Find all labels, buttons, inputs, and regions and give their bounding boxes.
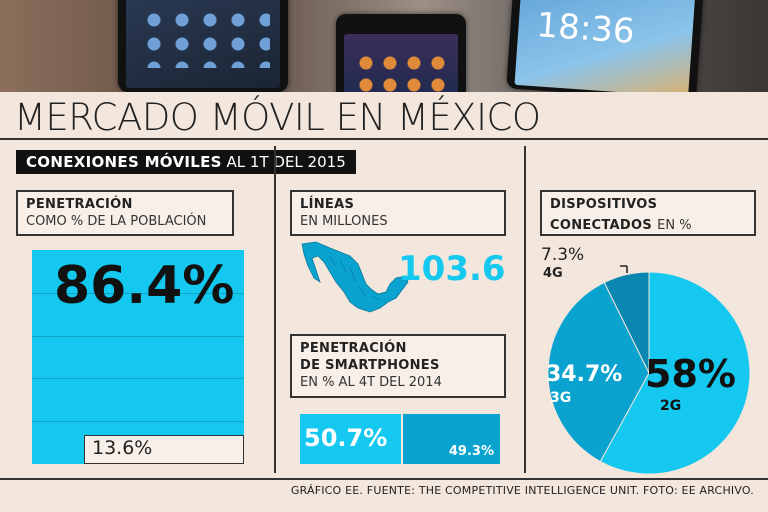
4g-value-label: 7.3% [541, 245, 585, 265]
smartphones-subtitle: EN % AL 4T DEL 2014 [300, 375, 442, 390]
footer-divider [0, 478, 768, 480]
lineas-subtitle: EN MILLONES [300, 214, 388, 229]
page-title: MERCADO MÓVIL EN MÉXICO [14, 96, 541, 139]
no-smartphone-bar [403, 414, 500, 464]
3g-category-label: 3G [550, 390, 572, 406]
dispositivos-heading-2: CONECTADOS [550, 218, 653, 233]
footer-credit: GRÁFICO EE. FUENTE: THE COMPETITIVE INTE… [290, 484, 754, 497]
no-smartphone-value-label: 49.3% [448, 444, 494, 459]
resto-value-label: 13.6% [92, 436, 153, 459]
smartphones-heading-1: PENETRACIÓN [300, 341, 407, 356]
smartphones-heading-2: DE SMARTPHONES [300, 358, 440, 373]
title-divider [0, 138, 768, 140]
grid-line [32, 336, 244, 337]
dispositivos-label-box: DISPOSITIVOS CONECTADOS EN % [540, 190, 756, 236]
3g-value-label: 34.7% [546, 362, 623, 387]
dispositivos-heading-row: CONECTADOS EN % [550, 214, 692, 233]
2g-slice [599, 271, 751, 475]
dispositivos-heading-rest: EN % [657, 218, 692, 233]
lineas-label-box: LÍNEAS EN MILLONES [290, 190, 506, 236]
grid-line [32, 378, 244, 379]
penetracion-label-box: PENETRACIÓN COMO % DE LA POBLACIÓN [16, 190, 234, 236]
dispositivos-pie-chart [547, 265, 751, 475]
penetracion-subtitle: COMO % DE LA POBLACIÓN [26, 214, 207, 229]
dispositivos-heading-1: DISPOSITIVOS [550, 197, 658, 212]
smartphone-bar [300, 414, 401, 464]
phone-photo [118, 0, 288, 92]
penetracion-heading: PENETRACIÓN [26, 197, 133, 212]
3g-slice [547, 281, 650, 463]
column-divider [524, 146, 526, 473]
resto-bar [84, 435, 244, 464]
penetracion-chart: 86.4% 13.6% [32, 250, 244, 464]
2g-value-label: 58% [645, 352, 736, 396]
grid-line [32, 421, 244, 422]
2g-category-label: 2G [660, 398, 682, 414]
section-subtitle: CONEXIONES MÓVILES AL 1T DEL 2015 [16, 150, 356, 174]
smartphone-value-label: 50.7% [304, 424, 388, 452]
subtitle-bold: CONEXIONES MÓVILES [26, 153, 222, 171]
mexico-map-icon [301, 241, 409, 313]
smartphones-label-box: PENETRACIÓN DE SMARTPHONES EN % AL 4T DE… [290, 334, 506, 398]
subtitle-rest: AL 1T DEL 2015 [226, 153, 346, 171]
penetracion-bar-strip [32, 435, 84, 464]
penetracion-value-label: 86.4% [54, 256, 235, 316]
header-photo: 18:36 [0, 0, 768, 92]
penetracion-bar [32, 250, 244, 435]
4g-category-label: 4G [543, 266, 563, 281]
grid-line [32, 293, 244, 294]
column-divider [274, 146, 276, 473]
lineas-value: 103.6 [398, 249, 506, 289]
phone-photo [336, 14, 466, 92]
phone-photo: 18:36 [506, 0, 704, 92]
smartphones-chart: 50.7% 49.3% [300, 414, 500, 464]
lineas-heading: LÍNEAS [300, 197, 355, 212]
4g-slice [603, 271, 650, 374]
